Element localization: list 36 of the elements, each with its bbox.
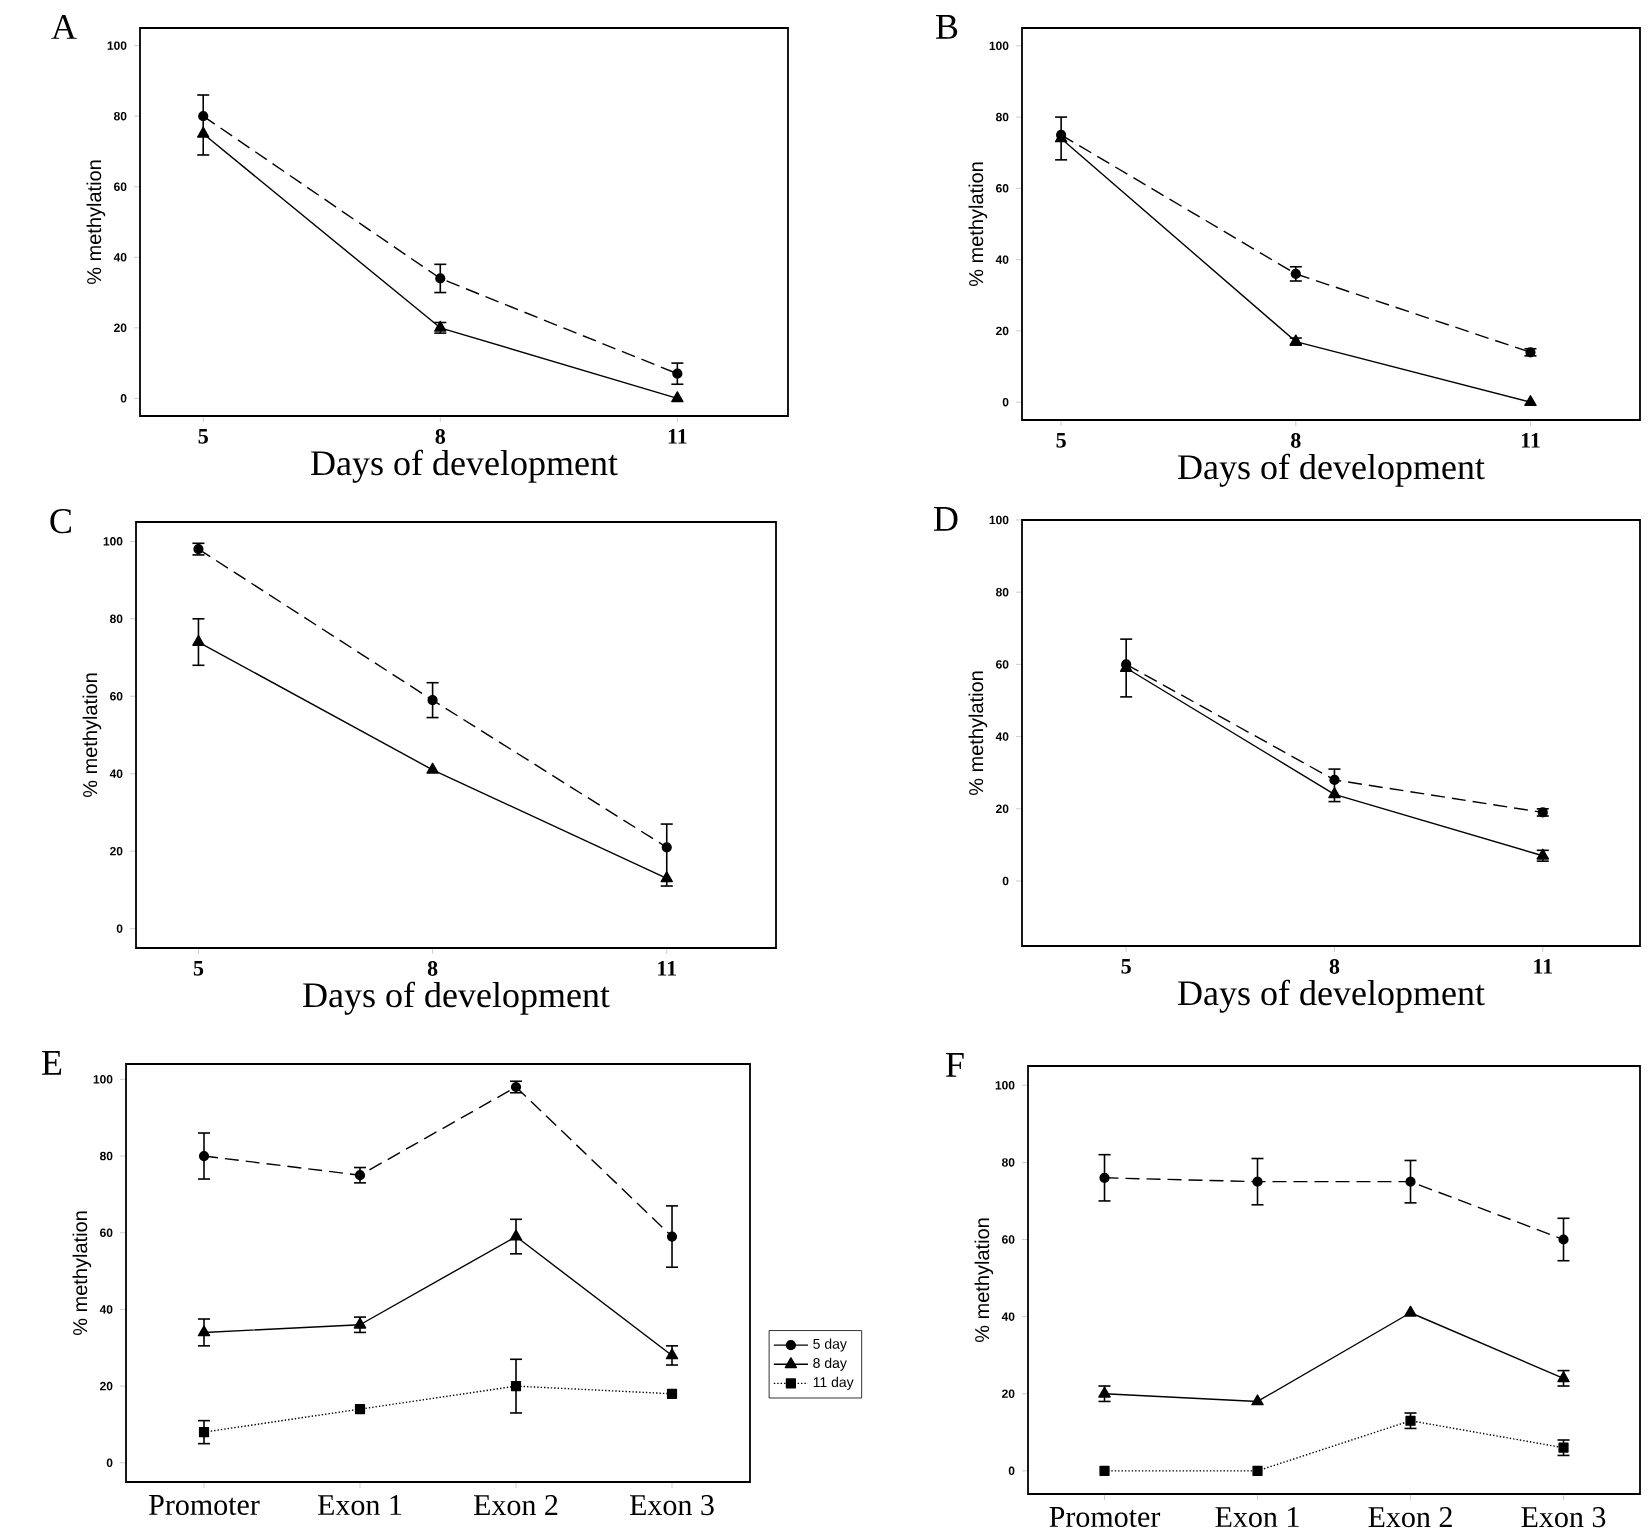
x-tick-label: Exon 2 [1368, 1507, 1452, 1528]
y-axis-title: % methylation [968, 162, 988, 287]
chart-title: B [935, 15, 958, 39]
x-axis-title: Days of development [311, 449, 618, 483]
x-tick-label: 11 [1534, 959, 1553, 974]
x-tick-label: 8 [427, 961, 438, 976]
chart-title: F [945, 1053, 964, 1077]
x-tick-label: 5 [1056, 433, 1066, 448]
chart-title: E [41, 1051, 62, 1075]
x-tick-label: Exon 2 [473, 1495, 558, 1516]
y-axis-title: % methylation [968, 671, 988, 796]
x-axis-title: Days of development [303, 981, 610, 1015]
x-tick-label: 11 [668, 429, 687, 444]
x-tick-label: 8 [1329, 959, 1340, 974]
x-tick-label: Exon 3 [629, 1495, 714, 1516]
x-tick-label: Exon 1 [317, 1495, 402, 1516]
x-tick-label: Promoter [149, 1495, 260, 1515]
x-tick-label: 11 [1521, 433, 1540, 448]
x-tick-label: Exon 1 [1215, 1507, 1299, 1528]
x-tick-label: 5 [193, 961, 204, 976]
x-tick-label: 8 [1291, 433, 1301, 448]
y-axis-title: % methylation [82, 673, 102, 798]
y-axis-title: % methylation [974, 1218, 994, 1343]
chart-title: D [933, 507, 958, 531]
x-axis-title: Days of development [1178, 979, 1485, 1013]
chart-title: C [50, 509, 71, 534]
x-tick-label: 11 [658, 961, 676, 976]
chart-title: A [51, 15, 77, 39]
x-tick-label: 5 [1121, 959, 1131, 974]
x-tick-label: 8 [435, 429, 446, 444]
y-axis-title: % methylation [72, 1211, 92, 1336]
y-axis-title: % methylation [86, 160, 106, 285]
x-axis-title: Days of development [1178, 453, 1485, 487]
x-tick-label: 5 [198, 429, 208, 444]
x-tick-label: Promoter [1049, 1507, 1161, 1527]
x-tick-label: Exon 3 [1521, 1507, 1606, 1528]
